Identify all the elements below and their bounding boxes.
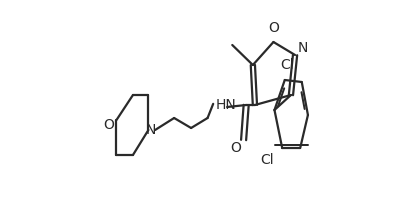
Text: O: O xyxy=(103,118,114,132)
Text: N: N xyxy=(297,41,307,55)
Text: Cl: Cl xyxy=(259,153,273,167)
Text: N: N xyxy=(146,123,156,137)
Text: HN: HN xyxy=(215,98,236,112)
Text: O: O xyxy=(267,21,278,35)
Text: O: O xyxy=(230,141,241,155)
Text: Cl: Cl xyxy=(280,58,293,72)
